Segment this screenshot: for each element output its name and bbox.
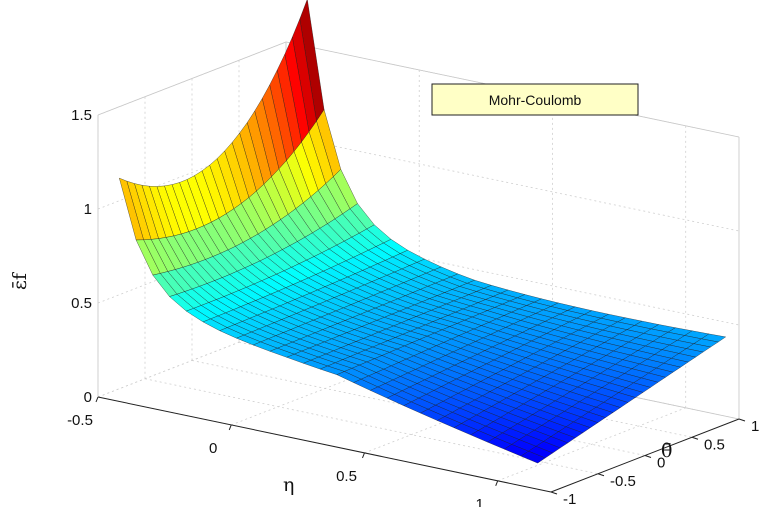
z-tick-label: 1.5 [71, 107, 92, 124]
y-tick-mark [644, 455, 652, 458]
tick-labels: -0.5 0 0.5 1 -1 -0.5 0 0.5 1 0 0.5 1 1.5 [67, 107, 759, 507]
surface-cell [520, 450, 546, 464]
grid-line [97, 41, 287, 116]
legend-label: Mohr-Coulomb [489, 92, 582, 108]
z-tick-label: 0 [84, 389, 92, 406]
y-axis-label: θ̄ [661, 440, 672, 462]
x-axis-label: η [283, 474, 294, 496]
legend: Mohr-Coulomb [431, 83, 639, 116]
grid-line [497, 407, 686, 482]
y-tick-label: 0 [657, 455, 665, 472]
x-tick-mark [228, 424, 232, 431]
x-tick-mark [362, 452, 365, 459]
z-tick-label: 0.5 [71, 295, 92, 312]
x-tick-label: 1 [476, 496, 484, 507]
y-tick-mark [738, 418, 746, 422]
y-tick-mark [597, 473, 605, 477]
grid-line [144, 378, 599, 475]
surface-mesh [118, 0, 727, 464]
y-tick-label: -0.5 [610, 473, 636, 490]
legend-box [431, 83, 639, 116]
x-tick-label: 0 [209, 440, 217, 457]
x-axis-line [97, 396, 552, 493]
grid-line [285, 229, 740, 326]
y-tick-label: 0.5 [704, 436, 725, 453]
x-tick-mark [95, 396, 99, 403]
y-tick-label: 1 [751, 418, 759, 435]
z-tick-label: 1 [84, 201, 92, 218]
y-tick-mark [550, 491, 558, 495]
y-tick-mark [691, 436, 699, 440]
z-axis-label: ε̄f [9, 271, 31, 290]
x-tick-label: 0.5 [336, 468, 357, 485]
y-tick-label: -1 [563, 491, 576, 507]
x-tick-label: -0.5 [67, 412, 93, 429]
grid-line [285, 135, 740, 232]
grid-line [97, 135, 287, 210]
axis-lines [95, 396, 746, 495]
x-tick-mark [495, 480, 499, 487]
